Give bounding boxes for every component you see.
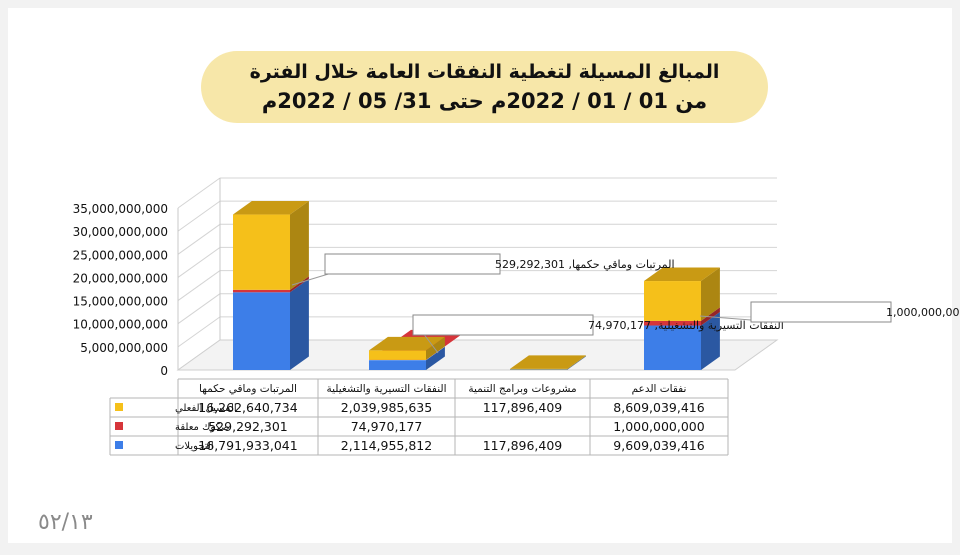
y-tick-label: 25,000,000,000 bbox=[73, 248, 168, 262]
callout-leader bbox=[422, 332, 439, 354]
legend-series-name: صكوك معلقة bbox=[175, 422, 230, 433]
legend-swatch bbox=[115, 441, 123, 449]
bar-2-top bbox=[510, 355, 586, 369]
legend-swatch bbox=[115, 403, 123, 411]
bar-3-top bbox=[644, 267, 720, 282]
callout-label: نفقات الدعم , 1,000,000,000 bbox=[886, 306, 960, 319]
bar-2-series-0-side bbox=[567, 355, 586, 370]
bar-0-series-0-front bbox=[233, 292, 290, 370]
slide: المبالغ المسيلة لتغطية النفقات العامة خل… bbox=[8, 8, 952, 543]
table-value: 74,970,177 bbox=[351, 419, 423, 434]
title-line-1: المبالغ المسيلة لتغطية النفقات العامة خل… bbox=[249, 61, 720, 83]
callout-label: النفقات التسيرية والتشغيلية, 74,970,177 bbox=[588, 319, 784, 332]
table-value: 16,262,640,734 bbox=[198, 400, 297, 415]
bar-1-series-0-side bbox=[426, 346, 445, 370]
gridline-side bbox=[177, 293, 221, 325]
gridline-side bbox=[177, 316, 221, 348]
y-tick-label: 20,000,000,000 bbox=[73, 271, 168, 285]
bar-1-series-2-front bbox=[369, 350, 426, 360]
bar-0-series-1-side bbox=[290, 276, 309, 293]
legend-series-name: التحويلات bbox=[175, 441, 214, 452]
callout-box bbox=[412, 314, 594, 336]
gridline-side bbox=[177, 200, 221, 232]
table-category-label: النفقات التسيرية والتشغيلية bbox=[326, 383, 446, 395]
bar-0-series-1-front bbox=[233, 289, 290, 293]
legend-series-name: المسيل الفعلي bbox=[175, 403, 237, 414]
y-tick-label: 30,000,000,000 bbox=[73, 225, 168, 239]
callout-leader bbox=[699, 315, 752, 321]
title-line-2: من 01 / 01 / 2022م حتى 31/ 05 / 2022م bbox=[261, 89, 708, 113]
table-value: 117,896,409 bbox=[483, 400, 563, 415]
gridline-side bbox=[177, 270, 221, 301]
bar-3-series-0-side bbox=[701, 312, 720, 370]
bar-0-series-2-front bbox=[233, 214, 290, 290]
table-category-label: المرتبات وماقي حكمها bbox=[199, 383, 297, 395]
callout-box bbox=[324, 253, 501, 275]
table-value: 117,896,409 bbox=[483, 438, 563, 453]
table-value: 16,791,933,041 bbox=[198, 438, 297, 453]
table-value: 2,114,955,812 bbox=[341, 438, 432, 453]
bar-1-series-0-front bbox=[369, 360, 426, 370]
bar-3-series-1-front bbox=[644, 320, 701, 326]
bar-3-series-2-side bbox=[701, 267, 720, 321]
y-tick-label: 10,000,000,000 bbox=[73, 318, 168, 332]
table-value: 2,039,985,635 bbox=[341, 400, 432, 415]
callout-label: المرتبات وماقي حكمها, 529,292,301 bbox=[495, 258, 675, 271]
bar-2-series-0-front bbox=[510, 369, 567, 370]
table-value: 1,000,000,000 bbox=[613, 419, 704, 434]
title-banner: المبالغ المسيلة لتغطية النفقات العامة خل… bbox=[201, 51, 768, 123]
gridline-side bbox=[177, 247, 221, 278]
table-value: 8,609,039,416 bbox=[613, 400, 704, 415]
callout-box bbox=[750, 301, 892, 323]
gridline-side bbox=[177, 177, 221, 209]
bar-1-top bbox=[369, 336, 445, 351]
y-tick-label: 35,000,000,000 bbox=[73, 202, 168, 216]
legend-swatch bbox=[115, 422, 123, 430]
page-number: ٥٢/١٣ bbox=[38, 510, 93, 535]
table-value: 9,609,039,416 bbox=[613, 438, 704, 453]
table-category-label: مشروعات وبرامج التنمية bbox=[468, 383, 576, 395]
y-tick-label: 15,000,000,000 bbox=[73, 295, 168, 309]
bar-0-series-2-side bbox=[290, 201, 309, 290]
bar-3-series-2-front bbox=[644, 281, 701, 321]
y-tick-label: 0 bbox=[160, 364, 168, 378]
table-category-label: نفقات الدعم bbox=[632, 383, 687, 395]
y-tick-label: 5,000,000,000 bbox=[80, 341, 168, 355]
bar-0-series-0-side bbox=[290, 278, 309, 370]
gridline-side bbox=[177, 223, 221, 255]
table-value: 529,292,301 bbox=[208, 419, 288, 434]
bar-0-top bbox=[233, 201, 309, 215]
bar-2-series-2-side bbox=[567, 355, 586, 370]
bar-2-series-2-front bbox=[510, 368, 567, 370]
bar-1-series-2-side bbox=[426, 336, 445, 360]
bar-3-series-0-front bbox=[644, 325, 701, 370]
